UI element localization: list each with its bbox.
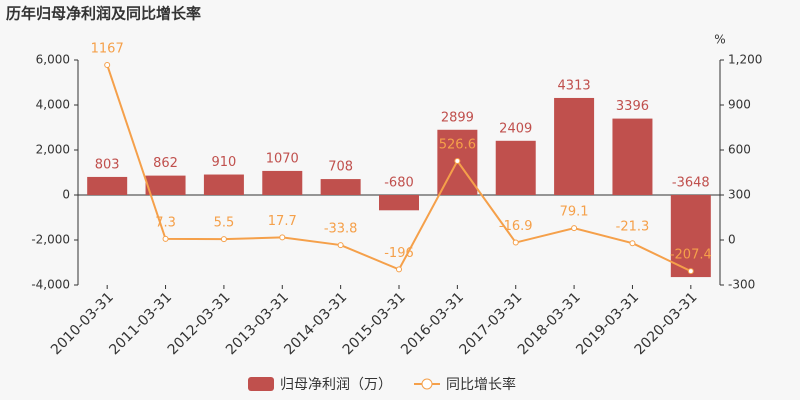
line-point: [220, 236, 227, 243]
bar-value-label: 862: [153, 156, 178, 171]
bar-value-label: 1070: [266, 151, 299, 166]
line-point: [162, 235, 169, 242]
bar-value-label: 2409: [499, 121, 532, 136]
chart-title: 历年归母净利润及同比增长率: [6, 5, 201, 23]
line-point: [454, 158, 461, 165]
line-point: [279, 234, 286, 241]
line-value-label: -207.4: [670, 248, 712, 263]
legend-swatch: [248, 377, 274, 391]
bar-value-label: 3396: [616, 99, 649, 114]
line-point: [687, 268, 694, 275]
y2-tick-label: 0: [728, 233, 736, 247]
line-value-label: 5.5: [214, 216, 235, 231]
bar: [320, 179, 361, 195]
y-tick-label: 4,000: [36, 98, 70, 112]
y2-tick-label: 300: [728, 188, 751, 202]
line-value-label: -21.3: [616, 220, 650, 235]
line-point: [512, 239, 519, 246]
bar: [554, 97, 595, 195]
bar: [495, 140, 536, 195]
line-value-label: 7.3: [155, 215, 176, 230]
line-value-label: 1167: [91, 41, 124, 56]
legend-swatch: [421, 378, 433, 390]
bar-value-label: 2899: [441, 110, 474, 125]
y-tick-label: 0: [62, 188, 70, 202]
x-tick-label: 2020-03-31: [632, 289, 701, 358]
line-value-label: -33.8: [324, 222, 358, 237]
bar-value-label: 910: [211, 155, 236, 170]
line: [106, 64, 692, 273]
line-point: [571, 225, 578, 232]
legend-label: 同比增长率: [446, 376, 516, 393]
y2-tick-label: 1,200: [728, 53, 762, 67]
bar-value-label: 708: [328, 160, 353, 175]
y2-axis-label: %: [714, 33, 725, 47]
line-point: [337, 242, 344, 249]
bar-value-label: -3648: [672, 176, 710, 191]
bar-value-label: 4313: [558, 78, 591, 93]
y2-tick-label: 600: [728, 143, 751, 157]
y-tick-label: -4,000: [31, 278, 70, 292]
bar: [612, 118, 653, 195]
bar: [145, 175, 186, 195]
line-point: [104, 61, 111, 68]
bar: [87, 176, 128, 195]
bar-value-label: 803: [95, 157, 120, 172]
line-value-label: -196: [384, 246, 414, 261]
y-tick-label: 6,000: [36, 53, 70, 67]
bar: [379, 195, 419, 211]
y2-tick-label: 900: [728, 98, 751, 112]
line-point: [629, 240, 636, 247]
y2-tick-label: -300: [728, 278, 755, 292]
line-value-label: 17.7: [268, 214, 297, 229]
line-point: [396, 266, 402, 273]
legend-label: 归母净利润（万）: [280, 376, 392, 393]
bar: [262, 170, 303, 195]
line-value-label: 526.6: [439, 138, 476, 153]
bar: [203, 174, 244, 195]
line-value-label: -16.9: [499, 219, 533, 234]
line-value-label: 79.1: [560, 205, 589, 220]
y-tick-label: 2,000: [36, 143, 70, 157]
y-tick-label: -2,000: [31, 233, 70, 247]
bar-value-label: -680: [384, 176, 414, 191]
bar: [670, 195, 711, 278]
